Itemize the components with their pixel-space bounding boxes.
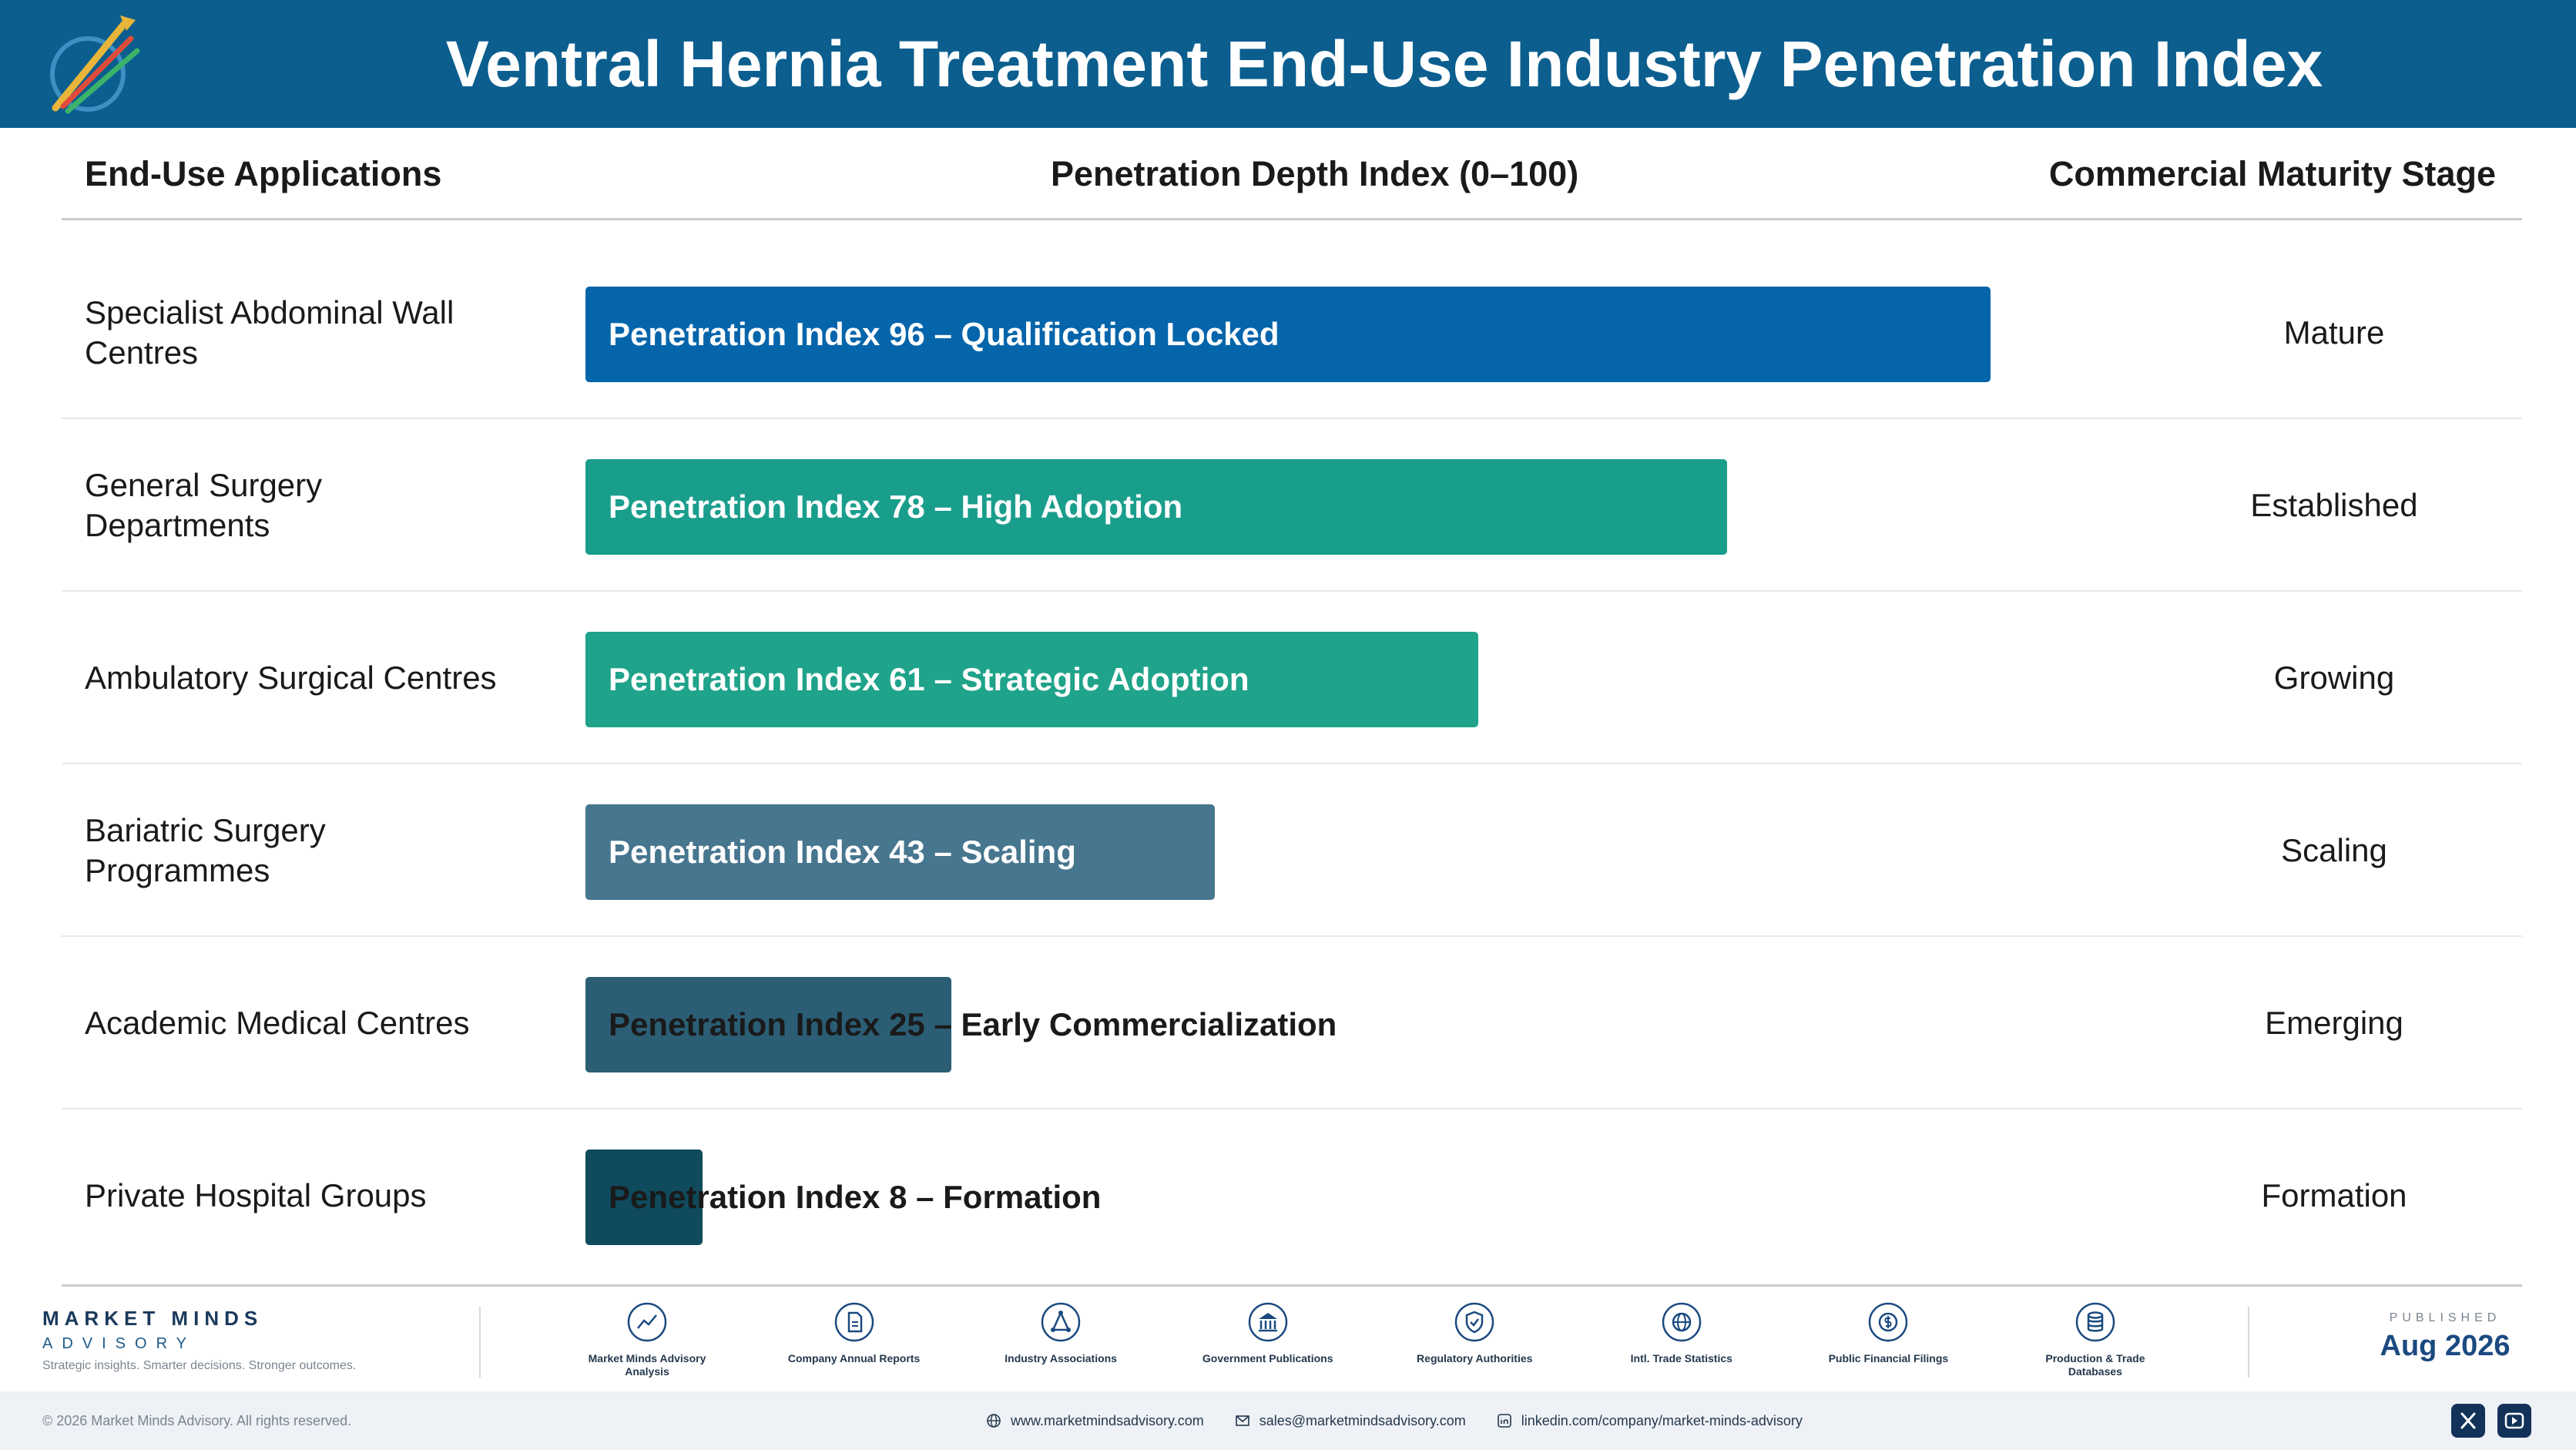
source-item: Public Financial Filings	[1811, 1302, 1965, 1387]
email-text: sales@marketmindsadvisory.com	[1259, 1412, 1466, 1428]
contact-list: www.marketmindsadvisory.com sales@market…	[986, 1391, 1833, 1450]
chart-row: Specialist Abdominal Wall Centres Penetr…	[62, 247, 2522, 419]
category-label: Private Hospital Groups	[85, 1177, 427, 1213]
bar	[585, 459, 1727, 555]
source-item: Government Publications	[1191, 1302, 1345, 1387]
company-logo	[50, 15, 140, 114]
source-label: Public Financial Filings	[1828, 1352, 1949, 1364]
stage-label: Emerging	[2265, 1005, 2403, 1041]
linkedin-text: linkedin.com/company/market-minds-adviso…	[1521, 1412, 1803, 1428]
linkedin-link[interactable]: linkedin.com/company/market-minds-adviso…	[1497, 1413, 1803, 1429]
bar	[585, 1150, 703, 1245]
footer: MARKET MINDS ADVISORY Strategic insights…	[0, 1294, 2576, 1388]
header-divider	[62, 218, 2522, 220]
source-label: Regulatory Authorities	[1417, 1352, 1533, 1364]
chart-row: General Surgery Departments Penetration …	[62, 419, 2522, 592]
x-icon	[2460, 1412, 2476, 1429]
document-icon	[834, 1302, 874, 1342]
database-icon	[2075, 1302, 2115, 1342]
category-label: Specialist Abdominal Wall Centres	[85, 294, 454, 371]
bar	[585, 287, 1991, 382]
row-divider	[62, 1108, 2522, 1109]
chart-row: Academic Medical Centres Penetration Ind…	[62, 937, 2522, 1109]
row-divider	[62, 590, 2522, 592]
shield-check-icon	[1455, 1302, 1494, 1342]
published-date: Aug 2026	[2380, 1330, 2511, 1362]
row-divider	[62, 763, 2522, 764]
bar	[585, 804, 1215, 900]
brand-sub: ADVISORY	[42, 1335, 196, 1352]
source-item: Industry Associations	[984, 1302, 1138, 1387]
stage-label: Established	[2250, 487, 2418, 523]
source-item: Company Annual Reports	[777, 1302, 931, 1387]
bar-data-label: Penetration Index 43 – Scaling	[609, 834, 1076, 870]
play-icon	[2504, 1412, 2524, 1429]
stage-label: Formation	[2261, 1177, 2407, 1213]
copyright: © 2026 Market Minds Advisory. All rights…	[42, 1413, 352, 1428]
bar	[585, 632, 1478, 727]
source-label: Market Minds Advisory Analysis	[588, 1352, 706, 1378]
dollar-coin-icon	[1869, 1302, 1908, 1342]
globe-icon	[987, 1414, 1001, 1428]
email-link[interactable]: sales@marketmindsadvisory.com	[1235, 1413, 1466, 1429]
sources-list: Market Minds Advisory Analysis Company A…	[570, 1302, 2172, 1387]
youtube-social-button[interactable]	[2497, 1404, 2531, 1438]
category-label: Academic Medical Centres	[85, 1005, 470, 1041]
category-label: Bariatric Surgery Programmes	[85, 812, 326, 888]
linkedin-icon	[1497, 1414, 1511, 1428]
website-text: www.marketmindsadvisory.com	[1011, 1412, 1204, 1428]
globe-icon	[1662, 1302, 1702, 1342]
bar	[585, 977, 951, 1072]
footer-divider-left	[479, 1307, 481, 1378]
column-header-stage: Commercial Maturity Stage	[2048, 154, 2497, 193]
chart-row: Ambulatory Surgical Centres Penetration …	[62, 592, 2522, 764]
row-divider	[62, 935, 2522, 937]
source-item: Market Minds Advisory Analysis	[570, 1302, 724, 1387]
bar-data-label: Penetration Index 78 – High Adoption	[609, 488, 1183, 525]
stage-label: Scaling	[2281, 832, 2387, 868]
stage-label: Growing	[2273, 660, 2395, 696]
government-building-icon	[1248, 1302, 1287, 1342]
brand-tagline: Strategic insights. Smarter decisions. S…	[42, 1359, 357, 1372]
chart-row: Bariatric Surgery Programmes Penetration…	[62, 764, 2522, 937]
bar-data-label: Penetration Index 8 – Formation	[609, 1179, 1102, 1215]
footer-divider	[62, 1284, 2522, 1287]
bar-data-label: Penetration Index 61 – Strategic Adoptio…	[609, 661, 1249, 697]
source-label: Company Annual Reports	[787, 1352, 921, 1364]
published-block: PUBLISHED Aug 2026	[2356, 1311, 2534, 1363]
column-header-depth: Penetration Depth Index (0–100)	[1051, 154, 1579, 193]
chart-line-icon	[627, 1302, 667, 1342]
category-label: Ambulatory Surgical Centres	[85, 660, 497, 696]
bottom-bar: © 2026 Market Minds Advisory. All rights…	[0, 1391, 2576, 1450]
source-label: Production & Trade Databases	[2045, 1352, 2145, 1378]
brand-block: MARKET MINDS ADVISORY Strategic insights…	[42, 1307, 356, 1373]
page-title: Ventral Hernia Treatment End-Use Industr…	[445, 28, 2323, 100]
bar-data-label: Penetration Index 96 – Qualification Loc…	[609, 316, 1280, 352]
x-social-button[interactable]	[2451, 1404, 2485, 1438]
chart-row: Private Hospital Groups Penetration Inde…	[62, 1109, 2522, 1282]
header-bar: Ventral Hernia Treatment End-Use Industr…	[0, 0, 2576, 128]
column-header-applications: End-Use Applications	[85, 154, 442, 193]
row-divider	[62, 418, 2522, 419]
brand-name: MARKET MINDS	[42, 1307, 263, 1330]
published-label: PUBLISHED	[2389, 1311, 2501, 1324]
footer-divider-right	[2248, 1307, 2249, 1378]
network-icon	[1041, 1302, 1081, 1342]
source-label: Intl. Trade Statistics	[1630, 1352, 1732, 1364]
bar-data-label: Penetration Index 25 – Early Commerciali…	[609, 1006, 1337, 1042]
source-item: Regulatory Authorities	[1397, 1302, 1551, 1387]
source-label: Industry Associations	[1005, 1352, 1117, 1364]
source-label: Government Publications	[1202, 1352, 1333, 1364]
source-item: Production & Trade Databases	[2018, 1302, 2172, 1387]
category-label: General Surgery Departments	[85, 467, 323, 543]
source-item: Intl. Trade Statistics	[1605, 1302, 1759, 1387]
website-link[interactable]: www.marketmindsadvisory.com	[986, 1413, 1204, 1429]
stage-label: Mature	[2283, 314, 2385, 351]
mail-icon	[1235, 1415, 1249, 1426]
